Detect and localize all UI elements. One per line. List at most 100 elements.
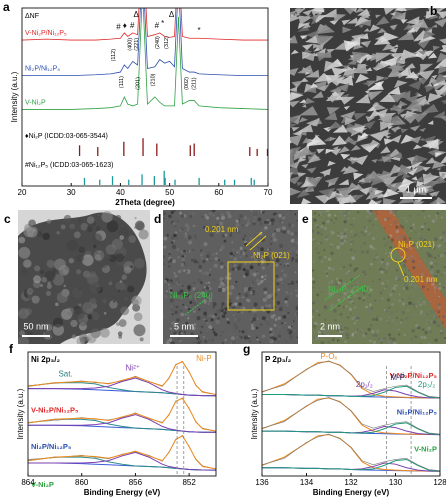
texture [431,160,446,169]
annotation: Ni-P [196,354,212,363]
texture [296,181,304,187]
texture [216,216,220,220]
texture [377,114,393,124]
sample-label: V-Ni₂P/Ni₁₂P₅ [390,371,438,380]
texture [275,317,278,320]
texture [205,282,208,285]
texture [419,137,424,141]
texture [190,332,194,336]
texture [179,253,181,255]
texture [409,125,421,132]
texture [275,258,280,263]
texture [424,27,434,33]
texture [434,236,437,239]
texture [348,300,353,304]
texture [414,335,418,339]
texture [318,214,321,217]
texture [209,232,214,237]
texture [333,323,335,326]
texture [340,259,342,261]
texture [306,135,327,147]
data-line [22,8,268,110]
texture [423,250,426,253]
texture [387,322,390,324]
texture [404,239,409,244]
texture [387,335,389,338]
texture [42,232,50,241]
texture [201,291,205,295]
texture [244,293,249,298]
texture [206,322,211,327]
texture [134,216,137,220]
texture [375,329,380,334]
texture [374,143,381,149]
texture [207,297,212,303]
texture [320,290,323,293]
texture [374,210,378,212]
texture [254,314,257,317]
texture [352,250,355,253]
texture [402,264,407,268]
texture [228,291,233,296]
texture [52,268,57,273]
texture [376,288,379,291]
texture [417,97,431,105]
texture [174,231,178,235]
texture [318,256,322,260]
texture [298,15,313,25]
texture [330,229,334,234]
texture [290,86,298,92]
texture [388,234,393,238]
texture [121,274,127,280]
texture [86,333,97,344]
texture [318,243,320,245]
texture [275,274,279,278]
texture [101,211,113,223]
texture [340,239,344,243]
texture [415,231,417,233]
texture [387,341,391,344]
texture [324,329,328,334]
data-line [28,397,216,432]
texture [224,233,228,237]
texture [200,325,204,329]
texture [431,74,438,79]
reference-label: #Ni₁₂P₅ (ICDD:03-065-1623) [25,162,113,169]
texture [390,223,392,226]
texture [66,239,79,252]
texture [422,172,435,179]
texture [221,305,223,308]
texture [268,304,272,307]
texture [271,222,274,225]
texture [119,235,125,240]
texture [431,279,434,282]
texture [202,280,206,284]
texture [295,306,298,311]
texture [232,248,236,252]
texture [46,283,52,289]
texture [302,23,311,29]
texture [173,240,175,242]
texture [224,307,228,311]
texture [398,333,401,336]
texture [289,210,292,211]
texture [342,239,347,243]
texture [333,214,337,217]
texture [411,328,415,333]
texture [281,281,284,284]
texture [425,223,427,226]
texture [381,56,398,68]
texture [127,285,135,293]
texture [130,265,133,269]
texture [163,263,165,265]
texture [117,289,121,293]
texture [174,310,179,315]
texture [312,315,315,319]
texture [319,325,322,328]
texture [324,288,328,292]
texture [332,124,348,133]
x-tick-label: 30 [67,188,76,197]
texture [405,71,419,79]
scale-bar-label: 1 μm [406,184,426,194]
texture [241,330,245,334]
